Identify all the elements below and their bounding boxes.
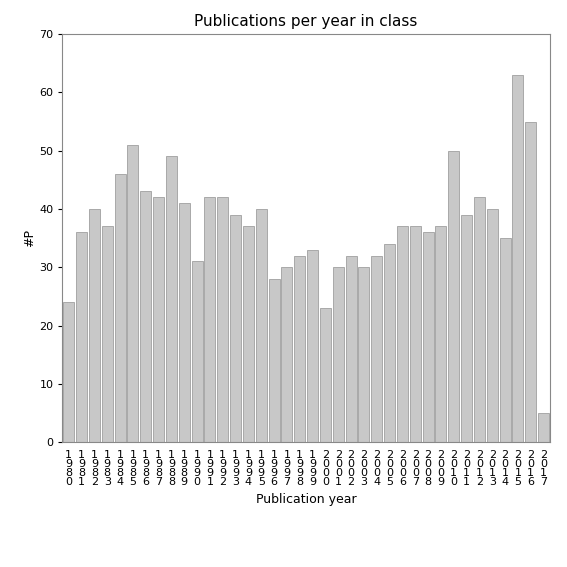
Bar xyxy=(205,197,215,442)
Bar xyxy=(448,151,459,442)
Bar xyxy=(397,226,408,442)
Bar xyxy=(513,75,523,442)
Title: Publications per year in class: Publications per year in class xyxy=(194,14,418,29)
X-axis label: Publication year: Publication year xyxy=(256,493,357,506)
Bar xyxy=(294,256,305,442)
Bar xyxy=(461,215,472,442)
Bar xyxy=(192,261,202,442)
Bar xyxy=(281,267,293,442)
Bar xyxy=(217,197,229,442)
Bar xyxy=(371,256,382,442)
Bar xyxy=(474,197,485,442)
Bar xyxy=(500,238,510,442)
Bar xyxy=(115,174,125,442)
Y-axis label: #P: #P xyxy=(23,229,36,247)
Bar xyxy=(179,203,190,442)
Bar xyxy=(333,267,344,442)
Bar xyxy=(538,413,549,442)
Bar xyxy=(269,279,280,442)
Bar xyxy=(243,226,254,442)
Bar xyxy=(525,121,536,442)
Bar xyxy=(128,145,138,442)
Bar xyxy=(422,232,434,442)
Bar xyxy=(153,197,164,442)
Bar xyxy=(230,215,241,442)
Bar xyxy=(166,156,177,442)
Bar xyxy=(256,209,266,442)
Bar xyxy=(346,256,357,442)
Bar xyxy=(358,267,369,442)
Bar xyxy=(320,308,331,442)
Bar xyxy=(140,192,151,442)
Bar xyxy=(102,226,113,442)
Bar xyxy=(64,302,74,442)
Bar xyxy=(384,244,395,442)
Bar xyxy=(435,226,446,442)
Bar xyxy=(410,226,421,442)
Bar xyxy=(76,232,87,442)
Bar xyxy=(89,209,100,442)
Bar xyxy=(307,250,318,442)
Bar xyxy=(487,209,498,442)
